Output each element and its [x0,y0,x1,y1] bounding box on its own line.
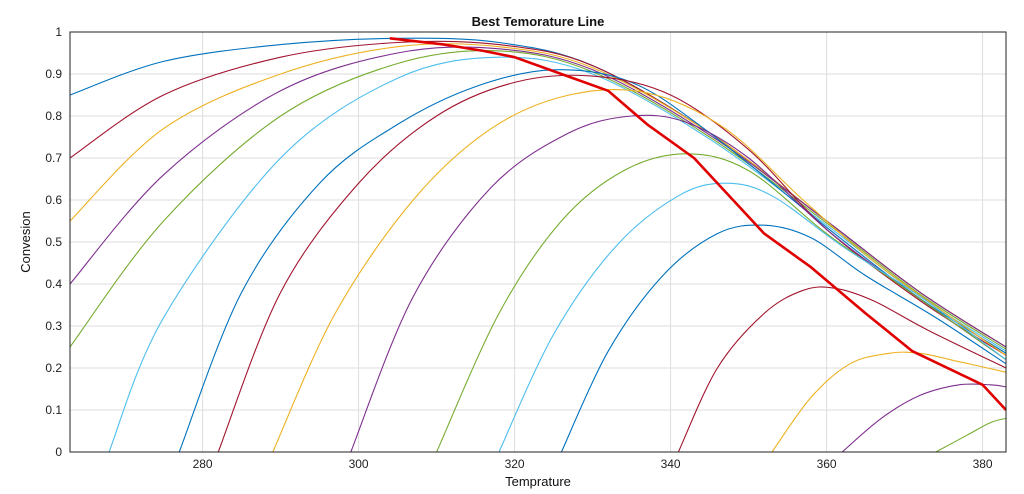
series-curve-8 [217,74,1007,453]
x-tick-label: 280 [193,457,213,471]
series-curve-7 [178,69,1007,453]
y-tick-label: 1 [55,25,62,39]
y-tick-label: 0.8 [45,109,62,123]
y-tick-label: 0.6 [45,193,62,207]
chart-title: Best Temorature Line [472,14,605,29]
y-tick-label: 0.3 [45,319,62,333]
best-temperature-line [389,37,1007,411]
x-tick-label: 340 [661,457,681,471]
y-ticks: 0 0.1 0.2 0.3 0.4 0.5 0.6 0.7 0.8 0.9 1 [45,25,62,459]
y-tick-label: 0.1 [45,403,62,417]
series-curve-14 [677,286,1007,453]
y-tick-label: 0.9 [45,67,62,81]
series-curve-4 [69,46,1007,348]
series-curve-15 [771,351,1007,453]
y-tick-label: 0.7 [45,151,62,165]
grid [70,31,1006,453]
series-curve-17 [935,417,1007,453]
y-axis-label: Convesion [18,211,33,272]
best-line-layer [389,37,1007,411]
plot-frame [69,31,1007,453]
series-curve-13 [560,224,1007,453]
series-curve-16 [841,383,1007,453]
y-tick-label: 0.5 [45,235,62,249]
series-curve-5 [69,50,1007,350]
x-tick-label: 300 [349,457,369,471]
y-tick-label: 0.2 [45,361,62,375]
x-tick-label: 320 [505,457,525,471]
x-tick-label: 380 [973,457,993,471]
x-axis-label: Temprature [505,474,571,489]
y-tick-label: 0 [55,445,62,459]
series-curve-12 [498,182,1007,453]
x-tick-label: 360 [817,457,837,471]
x-ticks: 280 300 320 340 360 380 [193,457,993,471]
y-tick-label: 0.4 [45,277,62,291]
